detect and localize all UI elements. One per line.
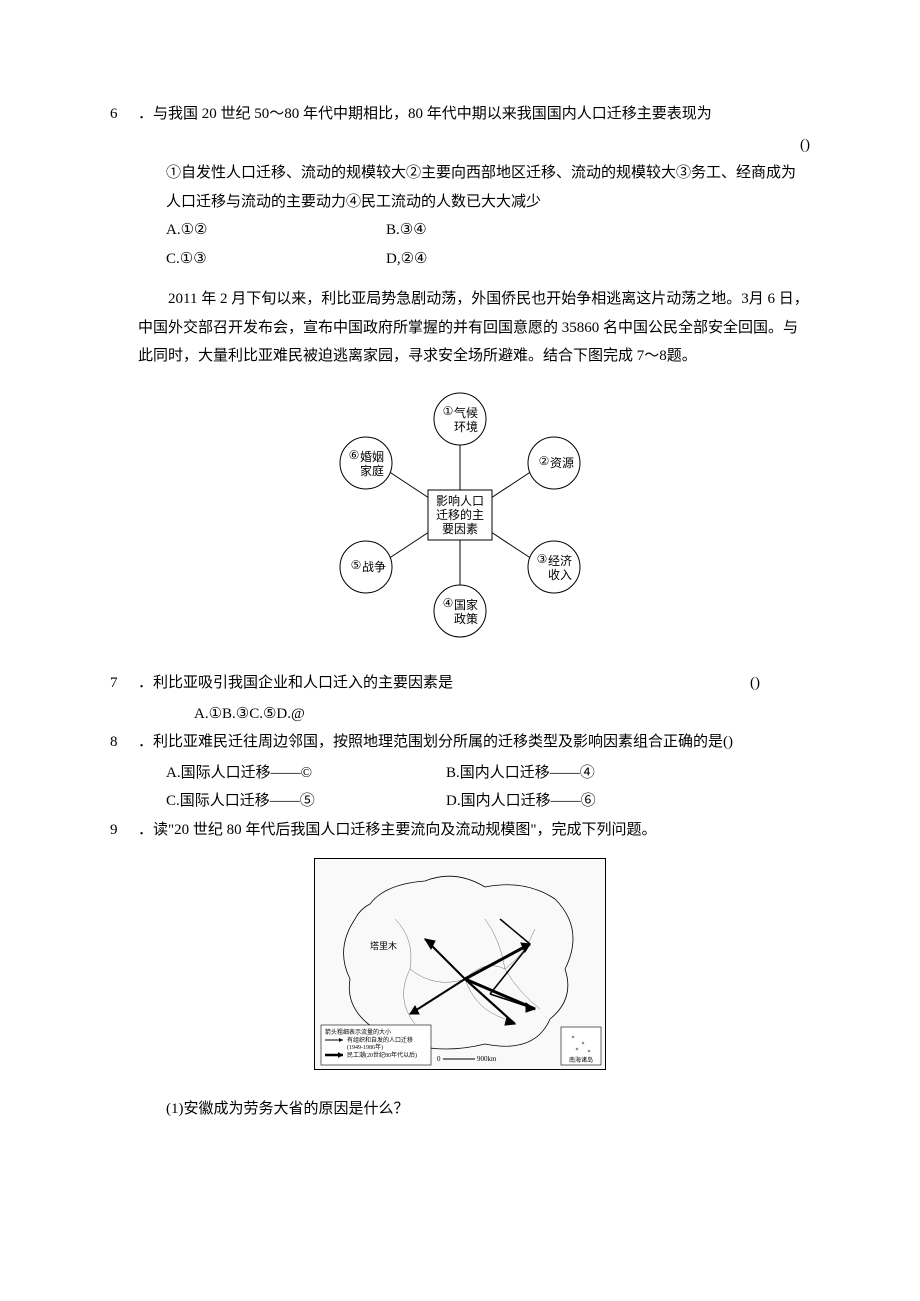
svg-text:民工潮(20世纪80年代以后): 民工潮(20世纪80年代以后)	[347, 1051, 417, 1059]
q6-paren: ()	[110, 131, 810, 160]
svg-text:家庭: 家庭	[360, 463, 384, 478]
svg-text:0: 0	[437, 1055, 441, 1063]
svg-text:要因素: 要因素	[442, 522, 478, 536]
svg-text:南海诸岛: 南海诸岛	[569, 1056, 593, 1064]
svg-text:经济: 经济	[548, 553, 572, 568]
q6-statements: ①自发性人口迁移、流动的规模较大②主要向西部地区迁移、流动的规模较大③务工、经商…	[166, 159, 810, 216]
china-migration-map: 塔里木 箭头粗细表示流量的大小 有组织和自发的人口迁移 (1949-1986年)…	[110, 858, 810, 1081]
q9-stem: ．读"20 世纪 80 年代后我国人口迁移主要流向及流动规模图"，完成下列问题。	[138, 816, 810, 845]
q8-stem: ．利比亚难民迁往周边邻国，按照地理范围划分所属的迁移类型及影响因素组合正确的是(…	[138, 728, 810, 757]
q7-paren: ()	[750, 669, 760, 698]
q9-number: 9	[110, 816, 138, 845]
svg-text:②: ②	[539, 454, 550, 468]
svg-text:影响人口: 影响人口	[436, 493, 484, 508]
q8-number: 8	[110, 728, 138, 757]
svg-text:⑤: ⑤	[351, 558, 362, 572]
q7-stem: ．利比亚吸引我国企业和人口迁入的主要因素是	[138, 675, 453, 691]
svg-text:资源: 资源	[550, 456, 574, 470]
svg-text:有组织和自发的人口迁移: 有组织和自发的人口迁移	[347, 1036, 413, 1044]
q8-option-b: B.国内人口迁移——④	[446, 759, 726, 788]
factors-diagram: 影响人口 迁移的主 要因素 ① 气候 环境 ② 资源 ③ 经济 收入 ④ 国家 …	[110, 385, 810, 656]
q6-option-b: B.③④	[386, 216, 606, 245]
q6-number: 6	[110, 100, 138, 129]
svg-text:900km: 900km	[477, 1055, 497, 1063]
q7-number: 7	[110, 669, 138, 698]
svg-text:(1949-1986年): (1949-1986年)	[347, 1043, 383, 1051]
svg-text:④: ④	[443, 596, 454, 610]
q6-stem: ．与我国 20 世纪 50～80 年代中期相比，80 年代中期以来我国国内人口迁…	[138, 100, 810, 129]
svg-text:婚姻: 婚姻	[360, 449, 384, 464]
svg-text:政策: 政策	[454, 612, 478, 626]
q6-option-d: D,②④	[386, 245, 606, 274]
svg-text:⑥: ⑥	[349, 448, 360, 462]
svg-text:收入: 收入	[548, 568, 572, 582]
q8-option-a: A.国际人口迁移——©	[166, 759, 446, 788]
q6-option-a: A.①②	[166, 216, 386, 245]
svg-text:塔里木: 塔里木	[370, 940, 397, 951]
q8-option-c: C.国际人口迁移——⑤	[166, 787, 446, 816]
q9-sub1: (1)安徽成为劳务大省的原因是什么？	[166, 1095, 810, 1124]
q8-option-d: D.国内人口迁移——⑥	[446, 787, 726, 816]
svg-text:箭头粗细表示流量的大小: 箭头粗细表示流量的大小	[325, 1028, 391, 1036]
svg-text:环境: 环境	[454, 419, 478, 434]
passage-text: 2011 年 2 月下旬以来，利比亚局势急剧动荡，外国侨民也开始争相逃离这片动荡…	[138, 285, 810, 371]
svg-text:气候: 气候	[454, 405, 478, 420]
q7-options: A.①B.③C.⑤D.@	[194, 700, 810, 729]
q6-option-c: C.①③	[166, 245, 386, 274]
svg-text:①: ①	[443, 404, 454, 418]
svg-text:国家: 国家	[454, 597, 478, 612]
svg-text:③: ③	[537, 552, 548, 566]
svg-text:迁移的主: 迁移的主	[436, 507, 484, 522]
svg-text:战争: 战争	[362, 560, 386, 574]
